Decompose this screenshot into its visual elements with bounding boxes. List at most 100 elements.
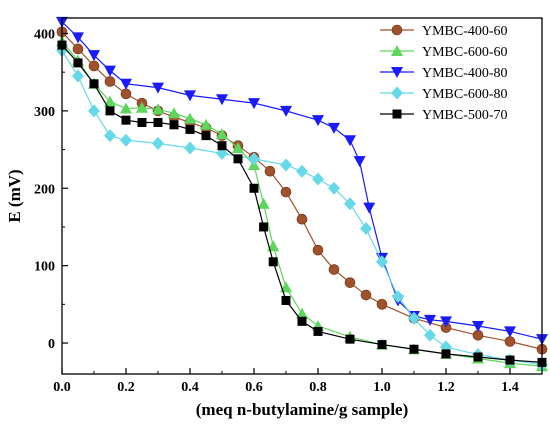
legend-label-ymbc-400-60: YMBC-400-60 bbox=[422, 24, 508, 39]
data-point-ymbc-400-80 bbox=[328, 122, 340, 134]
data-point-ymbc-400-80 bbox=[472, 321, 484, 333]
data-point-ymbc-500-70 bbox=[249, 183, 259, 193]
data-point-ymbc-600-60 bbox=[104, 95, 116, 107]
data-point-ymbc-500-70 bbox=[377, 340, 387, 350]
data-point-ymbc-600-80 bbox=[120, 133, 132, 147]
data-point-ymbc-500-70 bbox=[153, 117, 163, 127]
data-point-ymbc-500-70 bbox=[217, 141, 227, 151]
data-point-ymbc-600-80 bbox=[328, 181, 340, 195]
axes: 0.0 0.2 0.4 0.6 0.8 1.0 1.2 1.4 0 100 200 300 400 bbox=[34, 27, 519, 395]
data-point-ymbc-600-80 bbox=[248, 152, 260, 166]
legend-marker-ymbc-400-80 bbox=[391, 67, 403, 78]
data-point-ymbc-400-80 bbox=[88, 50, 100, 62]
data-point-ymbc-400-80 bbox=[152, 82, 164, 94]
data-point-ymbc-600-80 bbox=[296, 164, 308, 178]
data-point-ymbc-500-70 bbox=[441, 349, 451, 359]
data-point-ymbc-500-70 bbox=[345, 334, 355, 344]
x-tick-label: 0.0 bbox=[53, 380, 71, 395]
data-point-ymbc-400-60 bbox=[264, 165, 276, 177]
data-point-ymbc-400-80 bbox=[344, 135, 356, 147]
data-point-ymbc-500-70 bbox=[169, 120, 179, 130]
data-point-ymbc-600-60 bbox=[184, 112, 196, 124]
data-point-ymbc-600-80 bbox=[360, 222, 372, 236]
legend-label-ymbc-600-60: YMBC-600-60 bbox=[422, 45, 508, 60]
data-point-ymbc-600-60 bbox=[267, 240, 280, 252]
data-point-ymbc-600-60 bbox=[152, 103, 164, 115]
data-point-ymbc-400-60 bbox=[344, 277, 356, 288]
x-tick-label: 0.6 bbox=[245, 380, 263, 395]
legend-marker-ymbc-600-80 bbox=[391, 86, 403, 100]
data-point-ymbc-500-70 bbox=[409, 344, 419, 354]
data-point-ymbc-400-80 bbox=[184, 90, 196, 102]
data-point-ymbc-500-70 bbox=[473, 352, 483, 362]
data-point-ymbc-400-80 bbox=[280, 105, 292, 117]
data-point-ymbc-400-80 bbox=[363, 202, 376, 214]
data-point-ymbc-600-60 bbox=[216, 128, 228, 140]
data-point-ymbc-400-60 bbox=[376, 299, 388, 310]
data-point-ymbc-600-60 bbox=[296, 307, 308, 319]
data-point-ymbc-400-80 bbox=[353, 156, 366, 168]
data-point-ymbc-500-70 bbox=[259, 222, 269, 232]
data-point-ymbc-400-60 bbox=[328, 264, 340, 275]
x-tick-label: 1.2 bbox=[437, 380, 455, 395]
data-point-ymbc-600-80 bbox=[280, 158, 292, 172]
data-point-ymbc-400-80 bbox=[440, 316, 452, 328]
data-point-ymbc-500-70 bbox=[297, 316, 307, 326]
data-point-ymbc-500-70 bbox=[185, 124, 195, 134]
data-point-ymbc-600-60 bbox=[136, 101, 148, 113]
data-point-ymbc-600-80 bbox=[312, 172, 324, 186]
data-point-ymbc-600-60 bbox=[168, 107, 180, 119]
data-point-ymbc-400-60 bbox=[312, 244, 324, 256]
data-point-ymbc-400-60 bbox=[104, 76, 116, 87]
data-point-ymbc-500-70 bbox=[313, 326, 323, 336]
x-tick-label: 1.4 bbox=[501, 380, 519, 395]
y-tick-label: 200 bbox=[34, 182, 55, 197]
data-point-ymbc-500-70 bbox=[233, 154, 243, 164]
legend-marker-ymbc-600-60 bbox=[391, 45, 403, 56]
data-point-ymbc-600-60 bbox=[120, 102, 132, 114]
data-point-ymbc-400-80 bbox=[424, 314, 436, 326]
plot-frame bbox=[61, 17, 543, 375]
x-tick-label: 1.0 bbox=[373, 380, 391, 395]
data-point-ymbc-600-60 bbox=[200, 118, 212, 130]
data-point-ymbc-400-80 bbox=[504, 326, 516, 338]
x-tick-label: 0.2 bbox=[117, 380, 135, 395]
legend-marker-ymbc-500-70 bbox=[392, 109, 402, 119]
legend-label-ymbc-400-80: YMBC-400-80 bbox=[422, 66, 508, 81]
data-point-ymbc-500-70 bbox=[281, 295, 291, 305]
data-point-ymbc-600-60 bbox=[232, 142, 244, 154]
data-point-ymbc-600-80 bbox=[72, 69, 84, 83]
data-point-ymbc-400-60 bbox=[504, 336, 516, 347]
data-point-ymbc-500-70 bbox=[268, 257, 278, 267]
data-point-ymbc-500-70 bbox=[105, 106, 115, 116]
data-point-ymbc-400-60 bbox=[296, 213, 308, 225]
data-point-ymbc-600-80 bbox=[104, 129, 116, 143]
y-tick-label: 100 bbox=[34, 260, 55, 275]
legend: YMBC-400-60 YMBC-600-60 YMBC-400-80 YMBC-60… bbox=[380, 24, 508, 123]
data-point-ymbc-600-80 bbox=[392, 290, 404, 304]
x-tick-label: 0.4 bbox=[181, 380, 199, 395]
data-point-ymbc-400-80 bbox=[104, 65, 116, 77]
data-point-ymbc-500-70 bbox=[505, 355, 515, 365]
data-point-ymbc-400-80 bbox=[248, 98, 260, 110]
legend-marker-ymbc-400-60 bbox=[391, 24, 403, 36]
data-point-ymbc-400-60 bbox=[280, 186, 292, 198]
x-axis-title: (meq n-butylamine/g sample) bbox=[196, 400, 409, 419]
data-point-ymbc-400-80 bbox=[312, 115, 324, 127]
data-point-ymbc-600-80 bbox=[184, 141, 196, 155]
data-point-ymbc-600-80 bbox=[88, 104, 100, 118]
data-point-ymbc-600-80 bbox=[376, 255, 388, 269]
data-point-ymbc-600-80 bbox=[408, 311, 420, 325]
data-point-ymbc-500-70 bbox=[73, 58, 83, 68]
data-point-ymbc-400-60 bbox=[360, 289, 372, 301]
y-tick-label: 400 bbox=[34, 27, 55, 42]
y-tick-label: 300 bbox=[34, 105, 55, 120]
legend-label-ymbc-600-80: YMBC-600-80 bbox=[422, 87, 508, 102]
data-point-ymbc-500-70 bbox=[89, 79, 99, 89]
data-point-ymbc-500-70 bbox=[121, 115, 131, 125]
data-point-ymbc-600-60 bbox=[257, 197, 270, 209]
data-point-ymbc-400-60 bbox=[72, 43, 84, 55]
data-point-ymbc-600-80 bbox=[344, 197, 356, 211]
data-point-ymbc-600-80 bbox=[424, 328, 436, 342]
